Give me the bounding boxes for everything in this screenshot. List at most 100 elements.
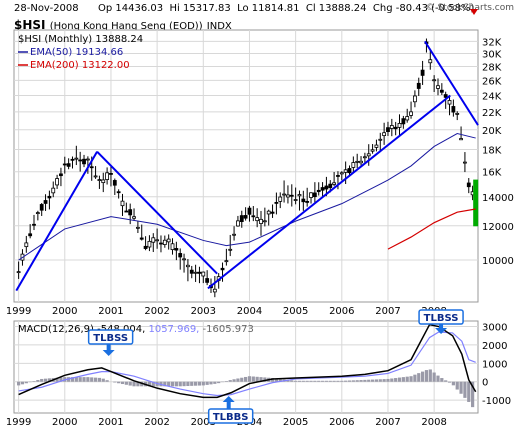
macd-line	[18, 323, 477, 399]
last-price-bar	[473, 179, 479, 227]
chg-value: -80.43 (-0.58%)	[395, 3, 475, 14]
macd-histogram-bar	[294, 380, 298, 382]
price-bar	[274, 201, 279, 204]
price-bar	[143, 245, 148, 249]
price-bar	[43, 200, 48, 204]
macd-histogram-bar	[401, 377, 405, 382]
price-bar	[51, 187, 56, 194]
price-tick-label: 30K	[482, 50, 502, 61]
price-bar	[66, 163, 71, 167]
macd-histogram-bar	[90, 377, 94, 382]
chart-date: 28-Nov-2008	[14, 3, 79, 14]
price-bar	[47, 195, 52, 199]
price-bar	[466, 182, 471, 188]
macd-histogram-bar	[459, 381, 463, 394]
macd-histogram-bar	[97, 377, 102, 382]
op-label: Op	[98, 3, 113, 14]
price-tick-label: 14000	[482, 193, 514, 204]
price-bar	[443, 94, 448, 98]
hi-label: Hi	[169, 3, 180, 14]
price-bar	[228, 248, 233, 251]
price-bar	[128, 209, 133, 216]
price-bar	[374, 144, 379, 148]
price-bar	[286, 194, 290, 198]
macd-histogram-bar	[228, 380, 232, 382]
tlbss-arrow-1-head	[102, 350, 115, 356]
price-bar	[409, 111, 413, 116]
time-tick-label: 2002	[144, 417, 169, 428]
price-bar	[293, 199, 298, 201]
macd-histogram-bar	[55, 377, 59, 382]
macd-histogram-bar	[178, 381, 182, 387]
price-bar	[236, 220, 240, 227]
price-bar	[28, 233, 33, 237]
price-bar	[159, 242, 163, 245]
macd-histogram-bar	[351, 380, 355, 382]
macd-histogram-bar	[463, 381, 467, 398]
price-bar	[93, 175, 98, 178]
macd-histogram-bar	[32, 381, 36, 382]
time-tick-label: 2002	[144, 306, 169, 317]
macd-histogram-bar	[447, 381, 452, 383]
macd-tick-label: 1000	[482, 359, 507, 370]
macd-histogram-bar	[40, 378, 44, 382]
price-tick-label: 24K	[482, 91, 502, 102]
macd-histogram-bar	[147, 381, 152, 387]
price-bar	[382, 132, 387, 136]
macd-histogram-bar	[336, 380, 340, 382]
price-bar	[389, 125, 394, 129]
macd-histogram-bar	[444, 380, 448, 382]
title-symbol: $HSI	[14, 18, 46, 32]
legend-entry: EMA(200) 13122.00	[30, 60, 130, 71]
price-bar	[259, 218, 263, 224]
price-bar	[186, 264, 190, 268]
price-bar	[85, 158, 90, 161]
ema200-line	[387, 208, 476, 250]
price-bar	[74, 157, 79, 160]
macd-histogram-bar	[78, 377, 82, 382]
macd-histogram-bar	[151, 381, 155, 387]
price-bar	[16, 271, 21, 274]
macd-histogram-bar	[313, 380, 317, 382]
time-tick-label: 2004	[237, 306, 262, 317]
macd-histogram-bar	[209, 381, 213, 385]
price-bar	[24, 242, 29, 248]
macd-histogram-bar	[467, 381, 471, 402]
macd-histogram-bar	[420, 371, 425, 382]
legend-entry: EMA(50) 19134.66	[30, 47, 123, 58]
price-legend: $HSI (Monthly) 13888.24 EMA(50) 19134.66 E…	[18, 34, 143, 71]
macd-histogram-bar	[455, 381, 459, 390]
macd-panel-frame	[13, 320, 479, 414]
macd-histogram-bar	[394, 378, 398, 382]
macd-histogram-bar	[409, 376, 413, 382]
price-tick-label: 12000	[482, 222, 514, 233]
price-bar	[362, 156, 367, 159]
macd-histogram-bar	[217, 381, 221, 384]
macd-histogram-bar	[255, 376, 259, 382]
price-bar	[124, 210, 129, 213]
tlbss-label-1: TLBSS	[93, 333, 128, 344]
macd-histogram-bar	[120, 381, 125, 385]
macd-histogram-bar	[270, 378, 275, 382]
price-bar	[282, 193, 286, 196]
macd-histogram-bar	[36, 380, 40, 382]
macd-histogram-bar	[24, 381, 28, 384]
price-bar	[278, 196, 283, 202]
price-bar	[316, 189, 321, 193]
trendline	[96, 150, 218, 275]
time-tick-label: 1999	[6, 306, 31, 317]
price-tick-label: 18K	[482, 146, 502, 157]
macd-tick-label: -1000	[482, 396, 511, 407]
price-bar	[197, 271, 202, 274]
price-bar	[339, 172, 344, 175]
price-bar	[266, 210, 271, 215]
price-bar	[270, 211, 275, 214]
price-bar	[182, 258, 186, 261]
op-value: 14436.03	[115, 3, 164, 14]
macd-histogram-bar	[424, 370, 429, 382]
macd-histogram-bar	[224, 381, 228, 382]
macd-histogram-bar	[86, 377, 90, 382]
price-bar	[378, 138, 383, 141]
macd-signal-line	[18, 331, 476, 397]
